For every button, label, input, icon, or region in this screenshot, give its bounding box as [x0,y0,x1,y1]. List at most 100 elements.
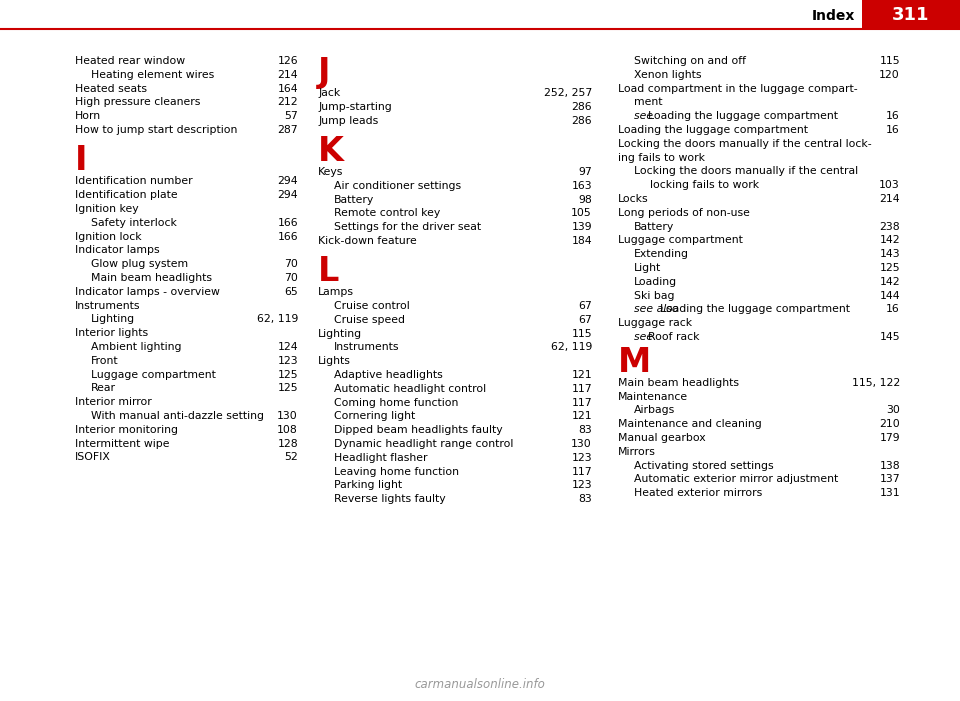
Text: Load compartment in the luggage compart-: Load compartment in the luggage compart- [618,83,857,94]
Text: Manual gearbox: Manual gearbox [618,433,706,443]
Text: 137: 137 [879,475,900,484]
Text: see: see [634,111,657,121]
Text: 286: 286 [571,102,592,111]
Text: 125: 125 [277,369,298,379]
Text: Battery: Battery [334,194,374,205]
Text: Luggage compartment: Luggage compartment [91,369,216,379]
Text: 143: 143 [879,249,900,259]
Text: Locking the doors manually if the central lock-: Locking the doors manually if the centra… [618,139,872,149]
Text: 123: 123 [571,480,592,491]
Text: 123: 123 [277,355,298,366]
Text: 214: 214 [277,70,298,80]
Text: 145: 145 [879,332,900,342]
Text: Identification plate: Identification plate [75,190,178,200]
Text: Maintenance: Maintenance [618,392,688,402]
Text: Identification number: Identification number [75,177,193,186]
Text: Luggage compartment: Luggage compartment [618,236,743,245]
Text: Safety interlock: Safety interlock [91,218,177,228]
Text: 16: 16 [886,125,900,135]
Text: 70: 70 [284,259,298,269]
Text: 16: 16 [886,111,900,121]
Text: K: K [318,135,344,168]
Text: Headlight flasher: Headlight flasher [334,453,427,463]
Text: 117: 117 [571,397,592,408]
Text: 166: 166 [277,218,298,228]
Text: 117: 117 [571,467,592,477]
Text: Lighting: Lighting [318,329,362,339]
Text: Reverse lights faulty: Reverse lights faulty [334,494,445,504]
Text: Maintenance and cleaning: Maintenance and cleaning [618,419,761,429]
Text: 139: 139 [571,222,592,232]
Text: I: I [75,144,87,177]
Text: Cruise control: Cruise control [334,301,410,311]
Text: Extending: Extending [634,249,689,259]
Text: 130: 130 [571,439,592,449]
Text: 212: 212 [277,97,298,107]
Text: Lights: Lights [318,356,350,366]
Text: 115: 115 [571,329,592,339]
Text: Leaving home function: Leaving home function [334,467,459,477]
Text: Indicator lamps - overview: Indicator lamps - overview [75,287,220,297]
Text: L: L [318,255,340,288]
Text: carmanualsonline.info: carmanualsonline.info [415,678,545,691]
Text: 67: 67 [578,301,592,311]
Text: Luggage rack: Luggage rack [618,318,692,328]
Text: Loading the luggage compartment: Loading the luggage compartment [618,125,808,135]
Text: 57: 57 [284,111,298,121]
Text: 163: 163 [571,181,592,191]
Text: 97: 97 [578,167,592,177]
Text: Loading: Loading [634,277,677,287]
Text: Jack: Jack [318,88,340,98]
Text: Xenon lights: Xenon lights [634,70,702,80]
Text: Ski bag: Ski bag [634,291,675,301]
Text: 62, 119: 62, 119 [256,314,298,325]
Text: 144: 144 [879,291,900,301]
Text: 311: 311 [892,6,929,24]
Text: 130: 130 [277,411,298,421]
Text: 123: 123 [571,453,592,463]
Text: 115, 122: 115, 122 [852,378,900,388]
Text: Horn: Horn [75,111,101,121]
Text: Remote control key: Remote control key [334,208,441,218]
Text: 287: 287 [277,125,298,135]
Text: 294: 294 [277,190,298,200]
Bar [862,0,960,29]
Text: Heated rear window: Heated rear window [75,56,185,66]
Text: Air conditioner settings: Air conditioner settings [334,181,461,191]
Text: Long periods of non-use: Long periods of non-use [618,207,750,218]
Text: Locking the doors manually if the central: Locking the doors manually if the centra… [634,166,858,177]
Text: 121: 121 [571,411,592,421]
Text: 294: 294 [277,177,298,186]
Text: Intermittent wipe: Intermittent wipe [75,439,170,449]
Text: Ignition lock: Ignition lock [75,231,142,242]
Text: With manual anti-dazzle setting: With manual anti-dazzle setting [91,411,264,421]
Text: 62, 119: 62, 119 [551,343,592,353]
Text: ing fails to work: ing fails to work [618,153,705,163]
Text: Front: Front [91,355,119,366]
Text: Activating stored settings: Activating stored settings [634,461,774,470]
Text: 131: 131 [879,488,900,498]
Text: 238: 238 [879,222,900,231]
Text: 16: 16 [886,304,900,315]
Text: Adaptive headlights: Adaptive headlights [334,370,443,380]
Text: How to jump start description: How to jump start description [75,125,237,135]
Text: 70: 70 [284,273,298,283]
Text: ISOFIX: ISOFIX [75,452,110,463]
Text: 98: 98 [578,194,592,205]
Text: Instruments: Instruments [75,301,140,311]
Text: Coming home function: Coming home function [334,397,458,408]
Text: Loading the luggage compartment: Loading the luggage compartment [660,304,850,315]
Text: locking fails to work: locking fails to work [650,180,759,190]
Text: 286: 286 [571,116,592,125]
Text: Glow plug system: Glow plug system [91,259,188,269]
Text: Settings for the driver seat: Settings for the driver seat [334,222,481,232]
Text: 83: 83 [578,426,592,435]
Text: Rear: Rear [91,383,116,393]
Text: Mirrors: Mirrors [618,447,656,457]
Text: Cornering light: Cornering light [334,411,416,421]
Text: see also: see also [634,304,682,315]
Text: 138: 138 [879,461,900,470]
Text: 125: 125 [879,263,900,273]
Text: Parking light: Parking light [334,480,402,491]
Text: Ignition key: Ignition key [75,204,138,214]
